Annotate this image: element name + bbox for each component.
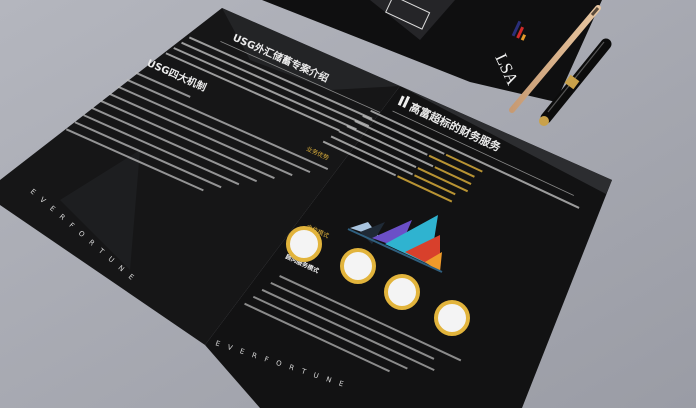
service-circle [384, 274, 420, 310]
service-circle [286, 226, 322, 262]
left-page: USG外汇储蓄专案介绍 USG四大机制 E V E R F O R T U N … [0, 8, 400, 345]
right-page: 高富超标的财务服务 业务优势 合作模式 顾问服务模式 [205, 86, 612, 408]
pencil [509, 5, 601, 113]
service-circles [286, 226, 470, 336]
cover-brochure: LSA [262, 0, 602, 102]
pyramid-infographic [347, 215, 443, 273]
service-circle [340, 248, 376, 284]
brand-mark-icon [397, 95, 405, 106]
cover-logo [511, 20, 527, 41]
service-circle [434, 300, 470, 336]
pen [539, 38, 612, 126]
